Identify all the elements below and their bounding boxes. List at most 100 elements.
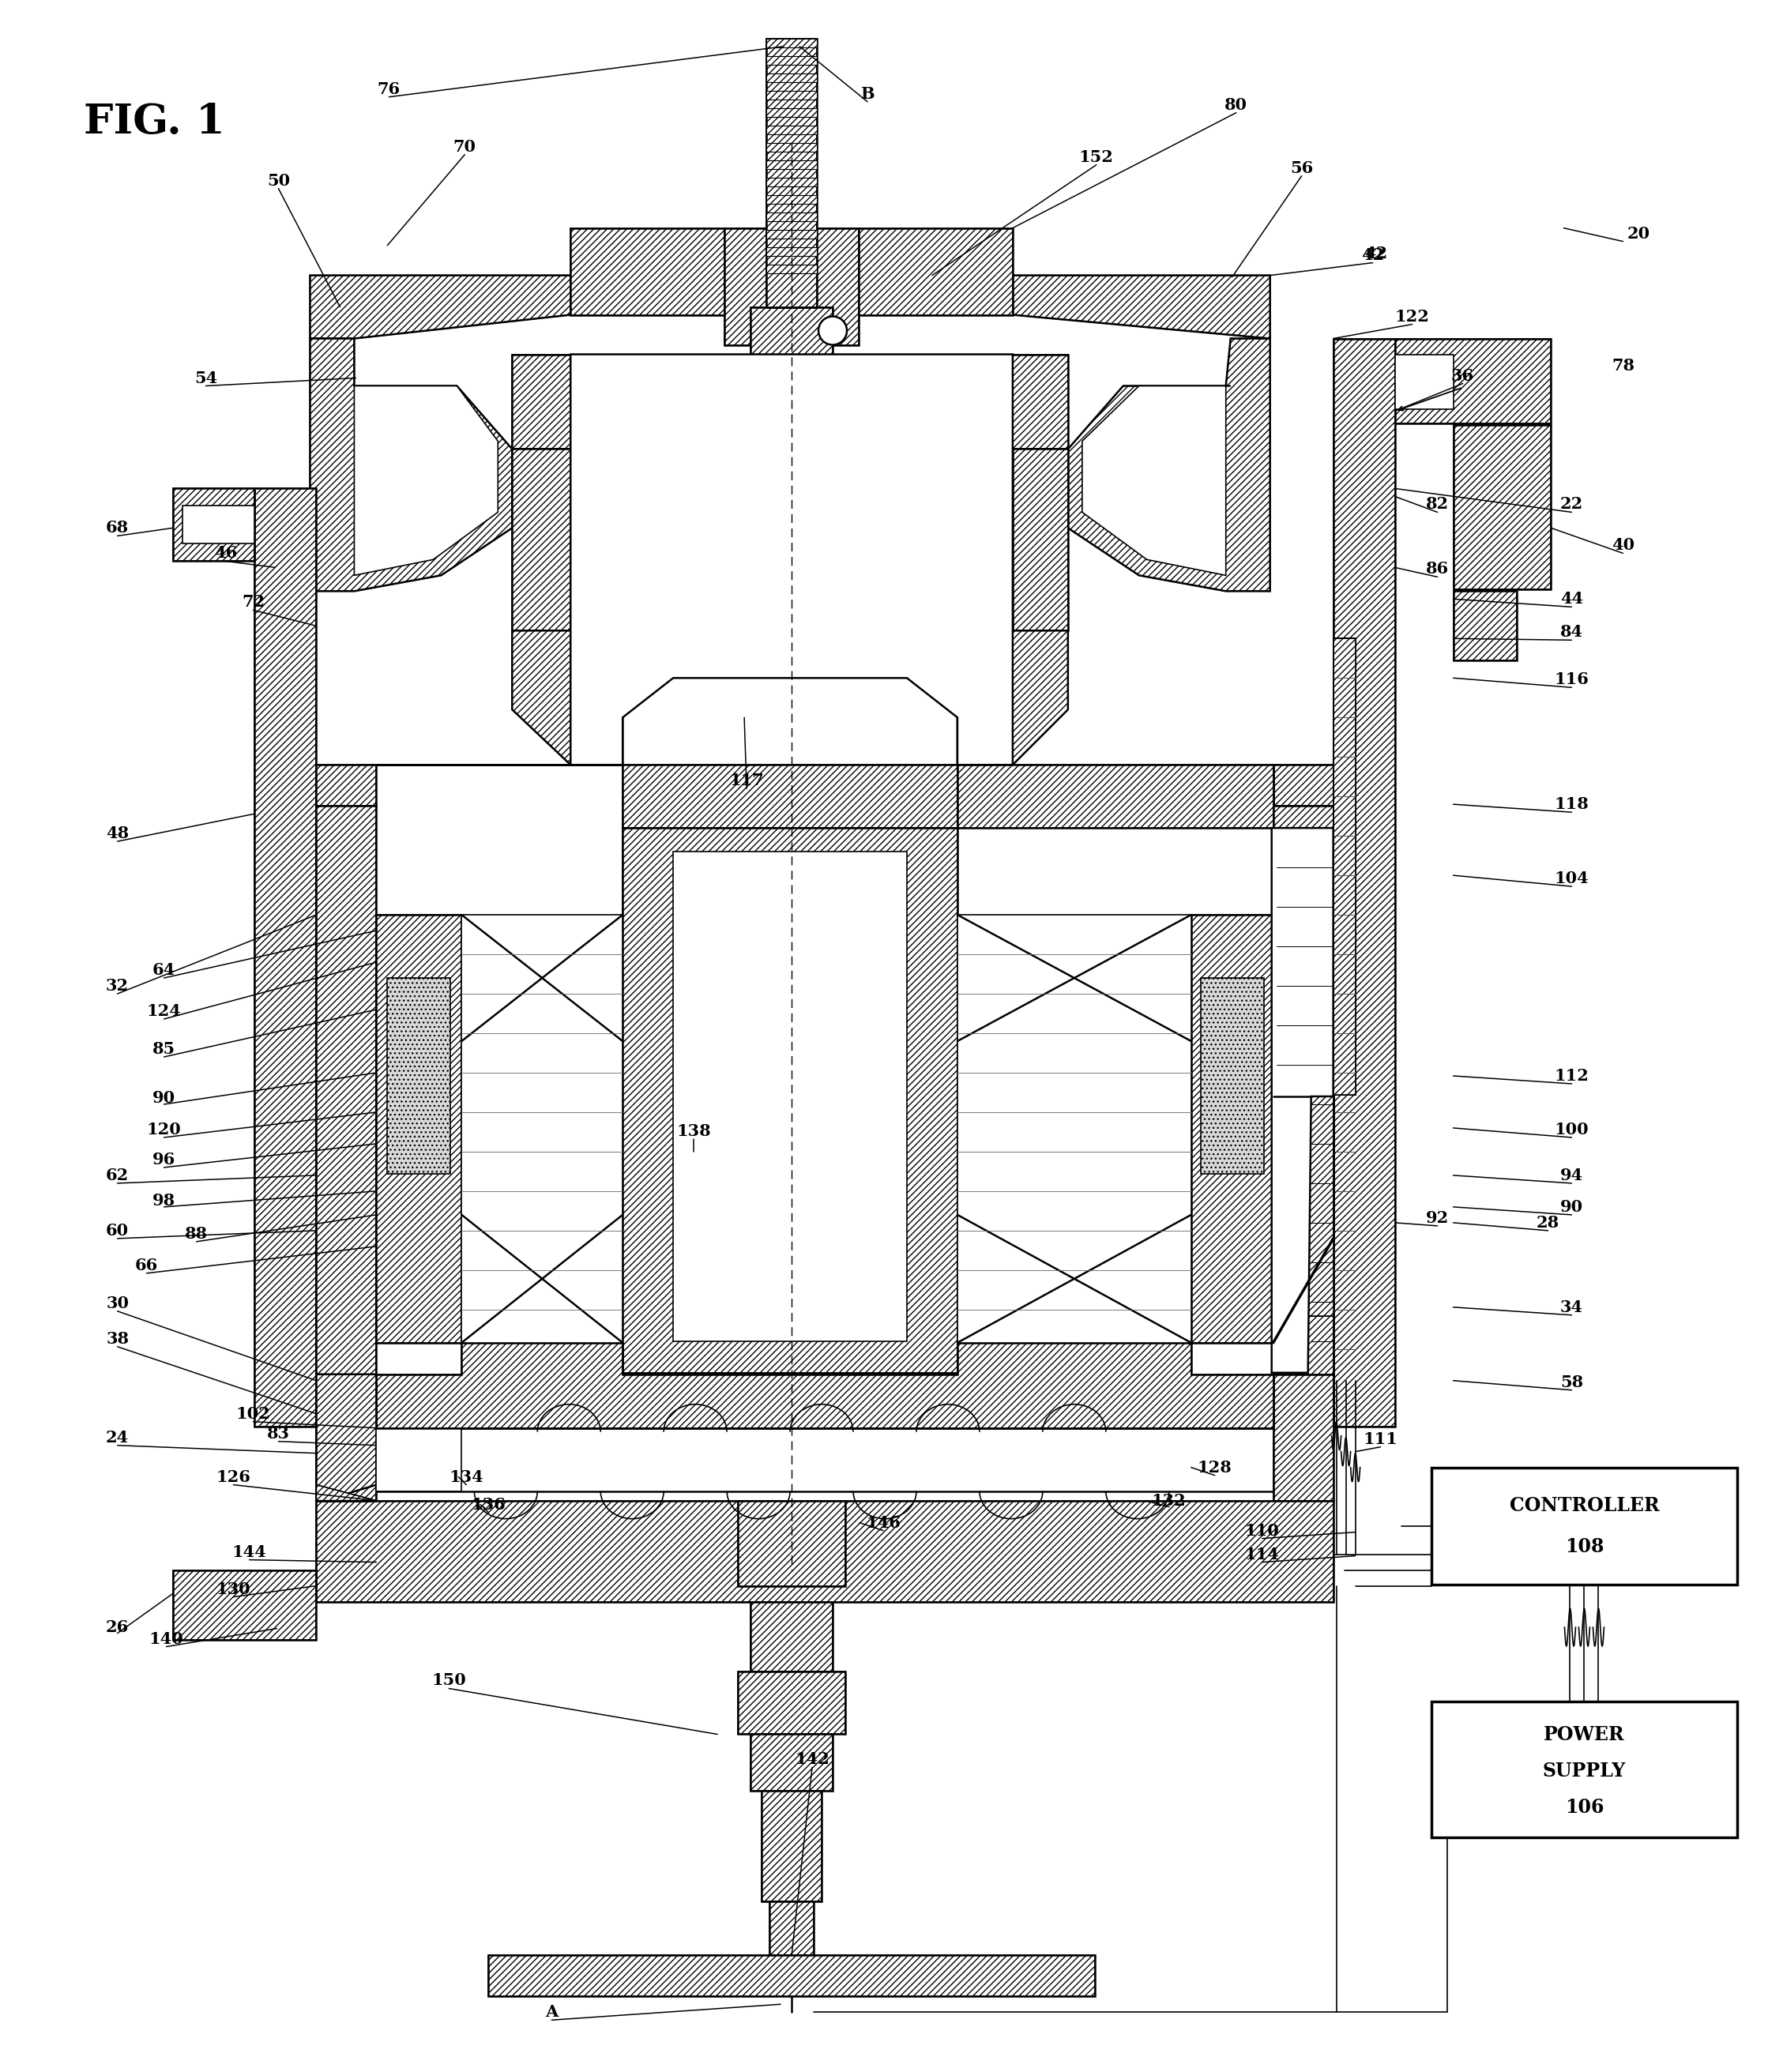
Polygon shape bbox=[1068, 338, 1269, 591]
Text: 70: 70 bbox=[453, 139, 476, 155]
Bar bbox=[316, 1500, 1334, 1602]
Text: 96: 96 bbox=[152, 1152, 175, 1167]
Text: 92: 92 bbox=[1426, 1210, 1450, 1227]
Text: 28: 28 bbox=[1537, 1214, 1560, 1231]
Bar bbox=[767, 73, 817, 83]
Bar bbox=[767, 211, 817, 222]
Bar bbox=[1191, 916, 1277, 1343]
Bar bbox=[751, 307, 833, 375]
Polygon shape bbox=[674, 852, 908, 1341]
Bar bbox=[767, 247, 817, 255]
Bar bbox=[1273, 868, 1309, 1316]
Text: 78: 78 bbox=[1612, 358, 1635, 373]
Bar bbox=[767, 265, 817, 274]
Polygon shape bbox=[376, 1343, 1273, 1428]
Text: 140: 140 bbox=[150, 1631, 184, 1647]
Text: 106: 106 bbox=[1565, 1798, 1605, 1817]
Text: 24: 24 bbox=[105, 1430, 128, 1446]
Text: 128: 128 bbox=[1198, 1459, 1232, 1475]
Bar bbox=[1273, 806, 1334, 1376]
Text: 30: 30 bbox=[105, 1295, 128, 1312]
Text: 66: 66 bbox=[136, 1258, 159, 1272]
Polygon shape bbox=[957, 916, 1191, 1343]
Text: 20: 20 bbox=[1628, 226, 1651, 242]
Text: 144: 144 bbox=[232, 1544, 267, 1560]
Bar bbox=[1273, 829, 1334, 866]
Text: 76: 76 bbox=[378, 81, 401, 97]
Bar bbox=[316, 1374, 376, 1500]
Bar bbox=[1432, 1701, 1737, 1838]
Text: 111: 111 bbox=[1364, 1432, 1398, 1446]
Polygon shape bbox=[316, 1486, 376, 1500]
Text: FIG. 1: FIG. 1 bbox=[84, 102, 225, 143]
Bar bbox=[1453, 425, 1551, 591]
Polygon shape bbox=[182, 506, 255, 543]
Bar bbox=[738, 1500, 845, 1585]
Text: 34: 34 bbox=[1560, 1299, 1583, 1316]
Bar bbox=[1453, 591, 1516, 661]
Polygon shape bbox=[512, 450, 571, 630]
Bar bbox=[767, 143, 817, 151]
Bar bbox=[316, 1500, 1334, 1602]
Bar bbox=[767, 247, 817, 255]
Bar bbox=[767, 178, 817, 186]
Bar bbox=[767, 39, 817, 307]
Bar bbox=[767, 73, 817, 83]
Bar bbox=[255, 489, 316, 1426]
Bar bbox=[738, 1672, 845, 1734]
Bar bbox=[761, 1790, 822, 1902]
Polygon shape bbox=[310, 338, 512, 591]
Bar bbox=[1273, 829, 1334, 866]
Bar bbox=[173, 1571, 316, 1639]
Bar bbox=[1273, 765, 1334, 806]
Bar bbox=[1309, 868, 1334, 1316]
Polygon shape bbox=[957, 765, 1273, 829]
Text: 150: 150 bbox=[431, 1672, 467, 1689]
Bar bbox=[767, 108, 817, 116]
Bar bbox=[622, 829, 957, 1374]
Bar bbox=[1273, 868, 1309, 1316]
Text: 60: 60 bbox=[105, 1222, 128, 1239]
Bar bbox=[489, 1956, 1095, 1995]
Text: 54: 54 bbox=[194, 371, 218, 385]
Bar bbox=[770, 1902, 813, 1956]
Bar bbox=[767, 126, 817, 135]
Bar bbox=[751, 1602, 833, 1672]
Text: 56: 56 bbox=[1291, 160, 1314, 176]
Bar bbox=[738, 1500, 845, 1585]
Polygon shape bbox=[1271, 829, 1334, 1374]
Bar bbox=[767, 143, 817, 151]
Polygon shape bbox=[355, 385, 497, 576]
Bar bbox=[761, 1790, 822, 1902]
Bar bbox=[751, 1734, 833, 1790]
Bar bbox=[1394, 338, 1551, 425]
Text: 98: 98 bbox=[153, 1193, 175, 1208]
Bar bbox=[767, 91, 817, 99]
Bar bbox=[316, 806, 376, 1376]
Bar bbox=[1334, 338, 1394, 1426]
Text: 88: 88 bbox=[185, 1227, 209, 1241]
Bar bbox=[1191, 916, 1277, 1343]
Bar bbox=[1334, 638, 1355, 1094]
Bar bbox=[1273, 806, 1334, 1376]
Text: B: B bbox=[861, 85, 874, 102]
Text: 108: 108 bbox=[1565, 1537, 1605, 1556]
Polygon shape bbox=[1082, 385, 1230, 576]
Text: 62: 62 bbox=[105, 1167, 128, 1183]
Circle shape bbox=[818, 317, 847, 344]
Bar bbox=[489, 1956, 1095, 1995]
Text: 32: 32 bbox=[105, 978, 128, 995]
Polygon shape bbox=[310, 276, 571, 338]
Bar bbox=[1394, 338, 1551, 425]
Bar bbox=[316, 806, 376, 1376]
Bar bbox=[255, 489, 316, 1426]
Polygon shape bbox=[957, 630, 1068, 765]
Bar bbox=[387, 978, 451, 1173]
Bar bbox=[1200, 978, 1264, 1173]
Bar bbox=[767, 39, 817, 48]
Text: 42: 42 bbox=[1364, 244, 1387, 261]
Text: 132: 132 bbox=[1152, 1492, 1186, 1508]
Polygon shape bbox=[571, 228, 1013, 315]
Bar bbox=[1453, 425, 1551, 591]
Text: 38: 38 bbox=[105, 1330, 128, 1347]
